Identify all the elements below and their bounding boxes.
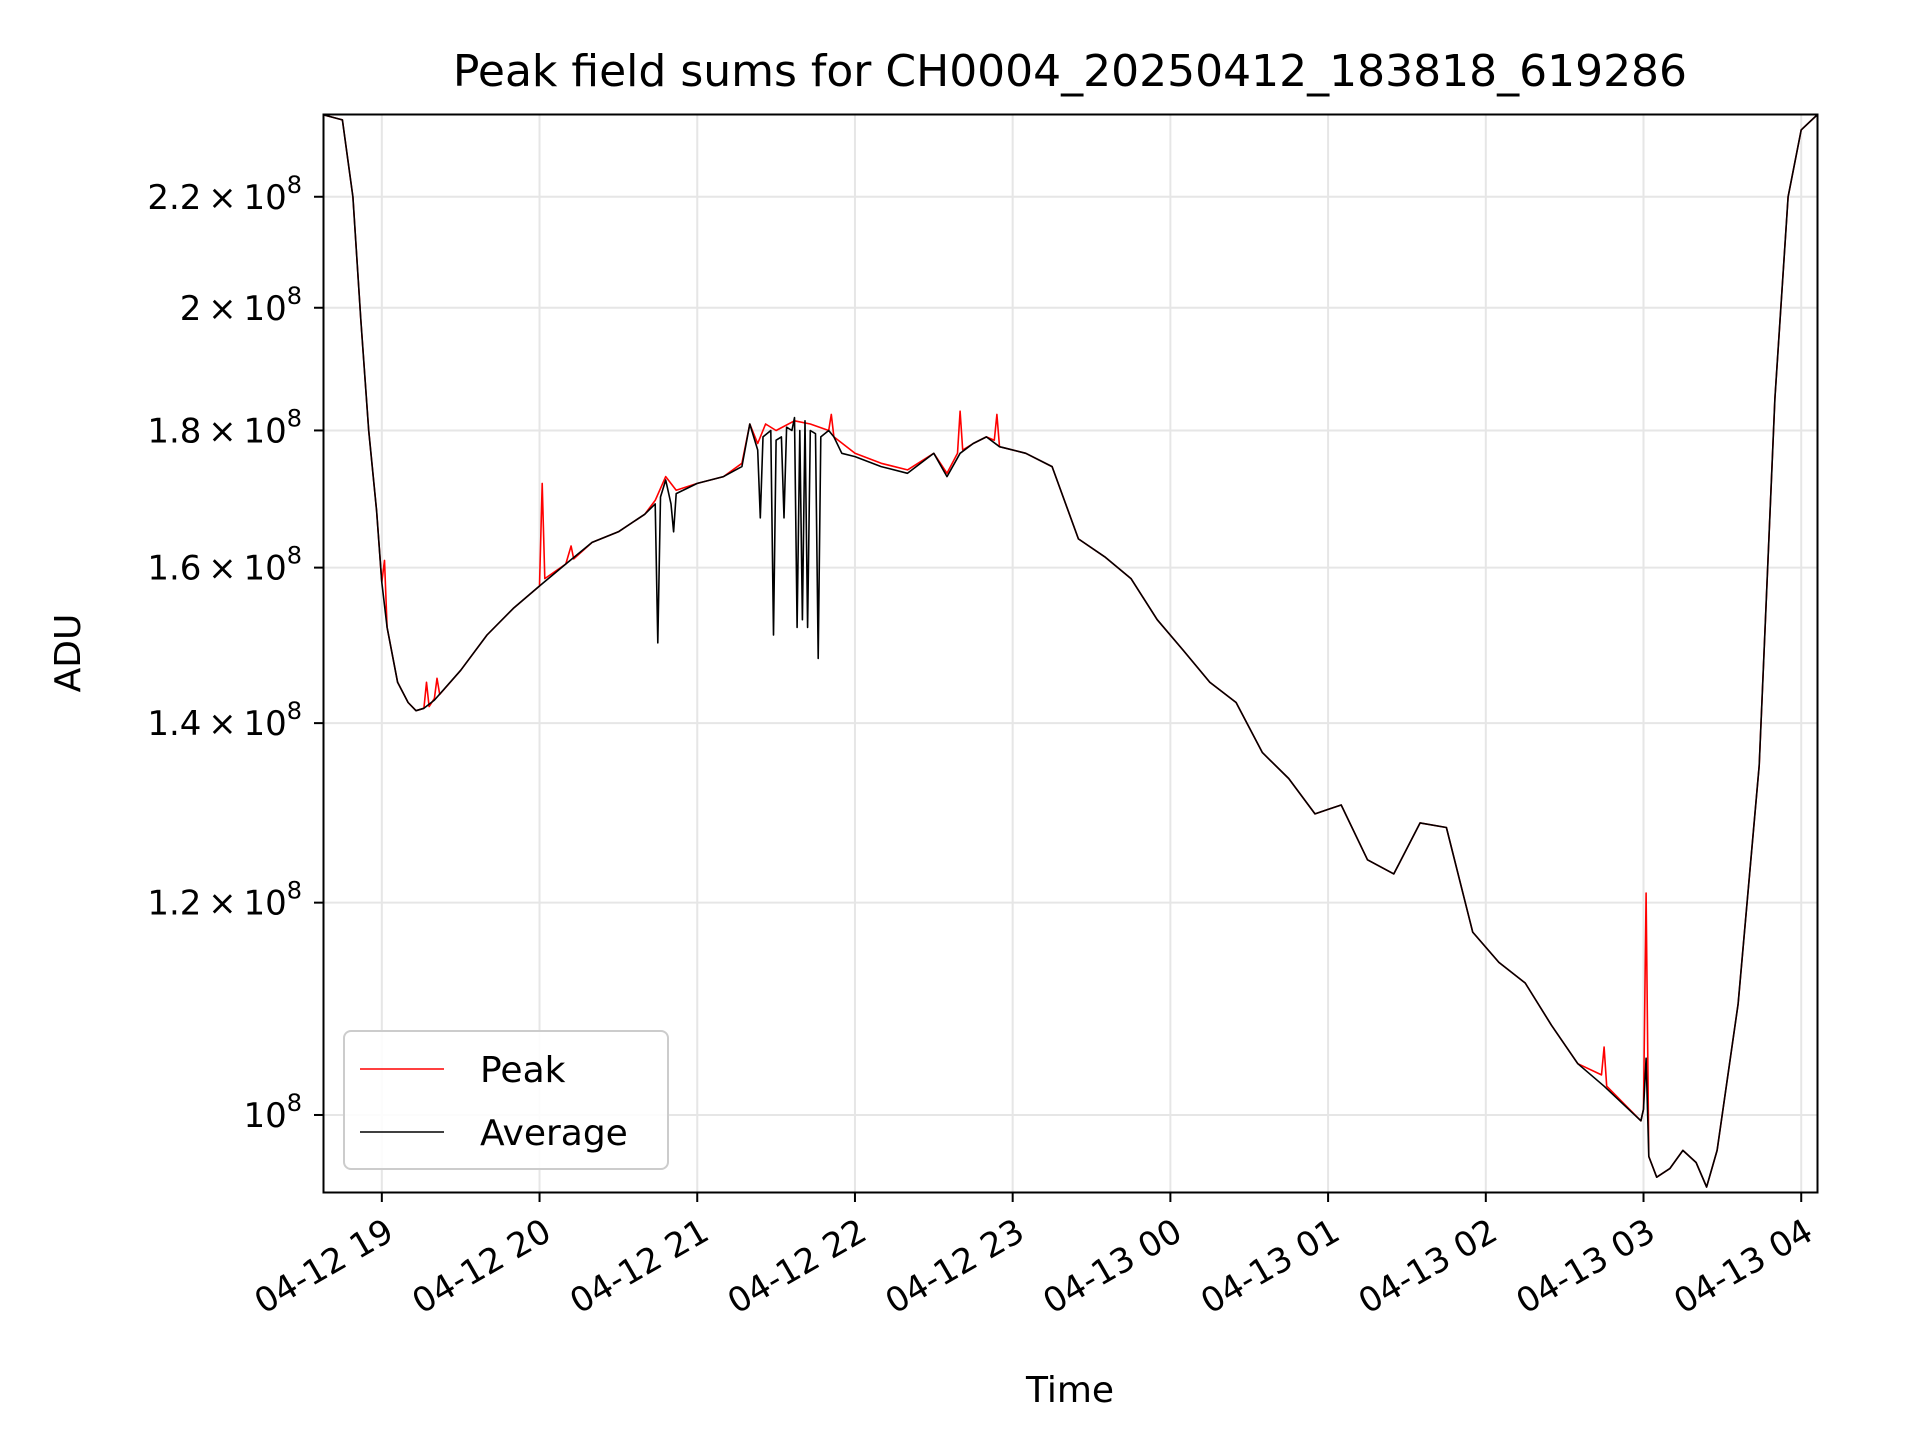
grid [324, 115, 1817, 1192]
y-tick-label: 108 [243, 1089, 302, 1136]
legend-peak-label: Peak [480, 1050, 566, 1091]
y-tick-label: 2.2 × 108 [147, 171, 302, 218]
series-line-peak [323, 114, 1818, 1188]
y-tick-label: 1.6 × 108 [147, 542, 302, 589]
x-axis-label: Time [1025, 1370, 1114, 1411]
legend-box [343, 1030, 669, 1170]
y-tick-label: 1.2 × 108 [147, 877, 302, 924]
legend-average-label: Average [480, 1113, 628, 1154]
y-axis-label: ADU [48, 614, 89, 693]
legend: Peak Average [343, 1030, 669, 1170]
plot-frame [322, 113, 1819, 1194]
series-layer [323, 114, 1818, 1188]
y-tick-label: 1.4 × 108 [147, 697, 302, 744]
y-tick-label: 2 × 108 [180, 282, 302, 329]
chart-title: Peak field sums for CH0004_20250412_1838… [453, 46, 1687, 97]
y-tick-label: 1.8 × 108 [147, 404, 302, 451]
y-axis: 108 1.2 × 108 1.4 × 108 1.6 × 108 1.8 × 108 2… [147, 171, 324, 1136]
series-line-average [323, 114, 1818, 1188]
